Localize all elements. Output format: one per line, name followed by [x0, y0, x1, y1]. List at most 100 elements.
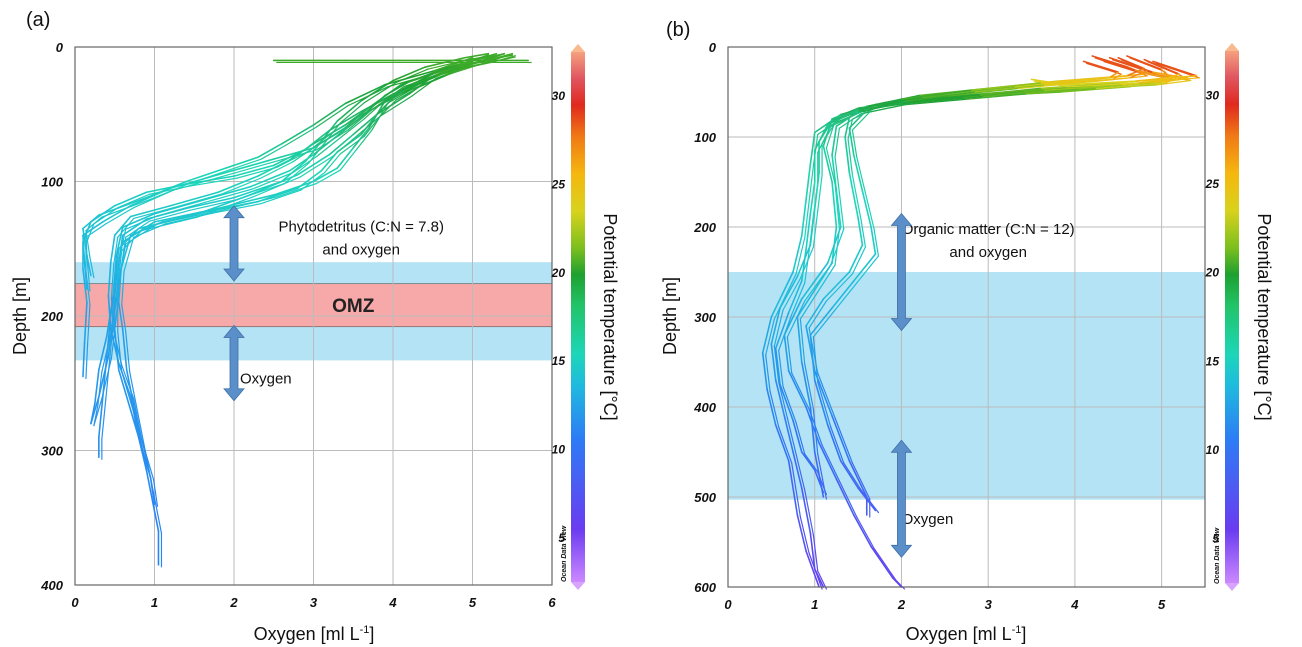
annotation-text: and oxygen	[949, 244, 1027, 261]
colorbar-tick-label: 10	[552, 443, 566, 457]
odv-credit: Ocean Data View	[1214, 527, 1221, 584]
profile-segment	[782, 385, 797, 424]
profile-segment	[800, 451, 816, 471]
profile-segment	[834, 156, 841, 194]
y-tick-label: 400	[40, 578, 63, 593]
profile-segment	[856, 156, 867, 194]
arrows	[223, 205, 245, 402]
profile-segment	[851, 174, 862, 221]
profile-segment	[852, 253, 877, 282]
profile-segment	[809, 131, 816, 165]
profile-segment	[809, 307, 833, 336]
profile-segment	[384, 81, 410, 97]
profile-segment	[1155, 79, 1192, 86]
x-tick-label: 0	[71, 595, 79, 610]
profile-segment	[809, 334, 816, 381]
profile-segment	[109, 234, 116, 264]
profile-segment	[1143, 58, 1180, 75]
profile-segment	[804, 264, 832, 302]
profile-segment	[344, 106, 370, 126]
profile-segment	[851, 129, 858, 158]
profile-segment	[156, 209, 222, 225]
profile-segment	[835, 478, 855, 516]
profile-segment	[86, 263, 91, 292]
annotation-text: Oxygen	[902, 511, 954, 528]
profile-segment	[137, 436, 148, 472]
profile-segment	[778, 381, 788, 419]
profile-segment	[848, 172, 859, 219]
profile-segment	[376, 97, 394, 116]
profile-segment	[152, 478, 159, 507]
profile-segment	[320, 151, 339, 172]
profile-segment	[786, 336, 793, 374]
profile-segment	[1126, 67, 1146, 77]
profile-segment	[94, 368, 100, 405]
profile-segment	[121, 303, 127, 333]
profile-segment	[252, 172, 294, 190]
x-tick-label: 2	[897, 597, 906, 612]
profile-segment	[1134, 69, 1172, 79]
profile-segment	[463, 52, 490, 59]
profile-segment	[85, 344, 89, 380]
profile-segment	[903, 91, 975, 102]
profile-segment	[796, 289, 816, 318]
profile-segment	[847, 138, 854, 176]
x-tick-label: 1	[811, 597, 818, 612]
annotations: Organic matter (C:N = 12) and oxygen Oxyge…	[902, 221, 1075, 528]
profile-segment	[770, 271, 794, 318]
profile-segment	[805, 212, 812, 251]
profile-segment	[347, 108, 373, 128]
profile-segment	[970, 82, 1042, 91]
profile-segment	[799, 318, 806, 365]
panel-label: (b)	[666, 19, 690, 41]
profile-segment	[110, 317, 117, 359]
profile-segment	[117, 362, 132, 398]
profile-segment	[799, 291, 819, 320]
profile-segment	[149, 490, 160, 533]
profile-segment	[831, 415, 851, 462]
profile-segment	[110, 297, 115, 333]
y-tick-label: 0	[56, 40, 64, 55]
profile-segment	[1103, 60, 1140, 74]
profile-segment	[212, 203, 262, 214]
profile-segment	[787, 370, 807, 408]
profile-segment	[912, 96, 984, 104]
profile-segment	[856, 516, 875, 550]
profile-segment	[805, 550, 820, 588]
profile-segment	[185, 167, 227, 183]
annotations: OMZ Phytodetritus (C:N = 7.8) and oxygen Ox…	[240, 218, 444, 387]
profile-segment	[961, 91, 1024, 99]
colorbar-tick-label: 25	[1205, 177, 1220, 191]
profile-segment	[90, 402, 96, 425]
profile-segment	[233, 164, 275, 177]
profile-segment	[117, 268, 122, 304]
profile-segment	[796, 514, 807, 552]
profile-segment	[105, 357, 111, 400]
x-axis-label: Oxygen [ml L-1]	[254, 624, 375, 644]
profile-segment	[864, 192, 875, 230]
profile-segment	[792, 235, 803, 273]
profile-segment	[249, 173, 299, 196]
profile-segment	[774, 424, 790, 462]
profile-segment	[903, 98, 966, 106]
profile-segment	[804, 201, 810, 239]
profile-segment	[838, 480, 858, 518]
profile-segment	[260, 145, 286, 160]
profile-segment	[813, 568, 825, 588]
profile-segment	[109, 328, 120, 364]
profile-segment	[786, 300, 806, 338]
x-tick-label: 1	[151, 595, 158, 610]
profile-segment	[861, 190, 872, 228]
profile-segment	[817, 570, 828, 590]
y-tick-label: 100	[694, 130, 716, 145]
profile-segment	[148, 209, 190, 222]
profile-segment	[1068, 82, 1140, 88]
arrows	[890, 212, 913, 558]
oxygen-band	[728, 272, 1205, 500]
omz-label: OMZ	[332, 296, 375, 317]
profile-segment	[371, 91, 405, 111]
profile-segment	[791, 462, 801, 518]
profile-segment	[336, 100, 363, 122]
profile-segment	[83, 301, 88, 344]
profile-segment	[826, 424, 842, 462]
